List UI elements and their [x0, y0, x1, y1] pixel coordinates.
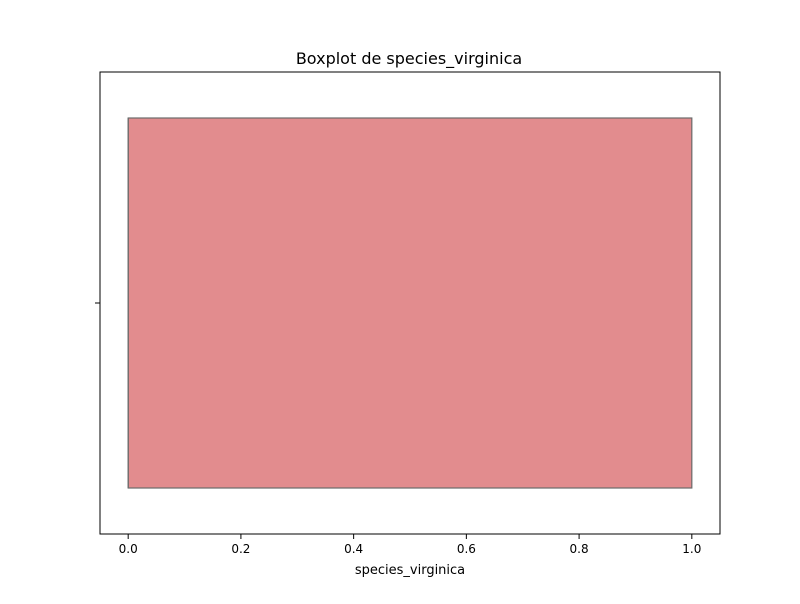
- x-axis-label: species_virginica: [355, 563, 465, 578]
- x-tick-label: 0.2: [231, 542, 250, 556]
- x-tick-label: 0.0: [119, 542, 138, 556]
- chart-title: Boxplot de species_virginica: [296, 49, 522, 69]
- x-axis-ticks: 0.0 0.2 0.4 0.6 0.8 1.0: [119, 534, 701, 556]
- x-tick-label: 0.4: [344, 542, 363, 556]
- x-tick-label: 1.0: [682, 542, 701, 556]
- plot-area: [95, 71, 721, 535]
- box-iqr: [127, 117, 693, 489]
- x-tick-label: 0.6: [457, 542, 476, 556]
- x-tick-label: 0.8: [570, 542, 589, 556]
